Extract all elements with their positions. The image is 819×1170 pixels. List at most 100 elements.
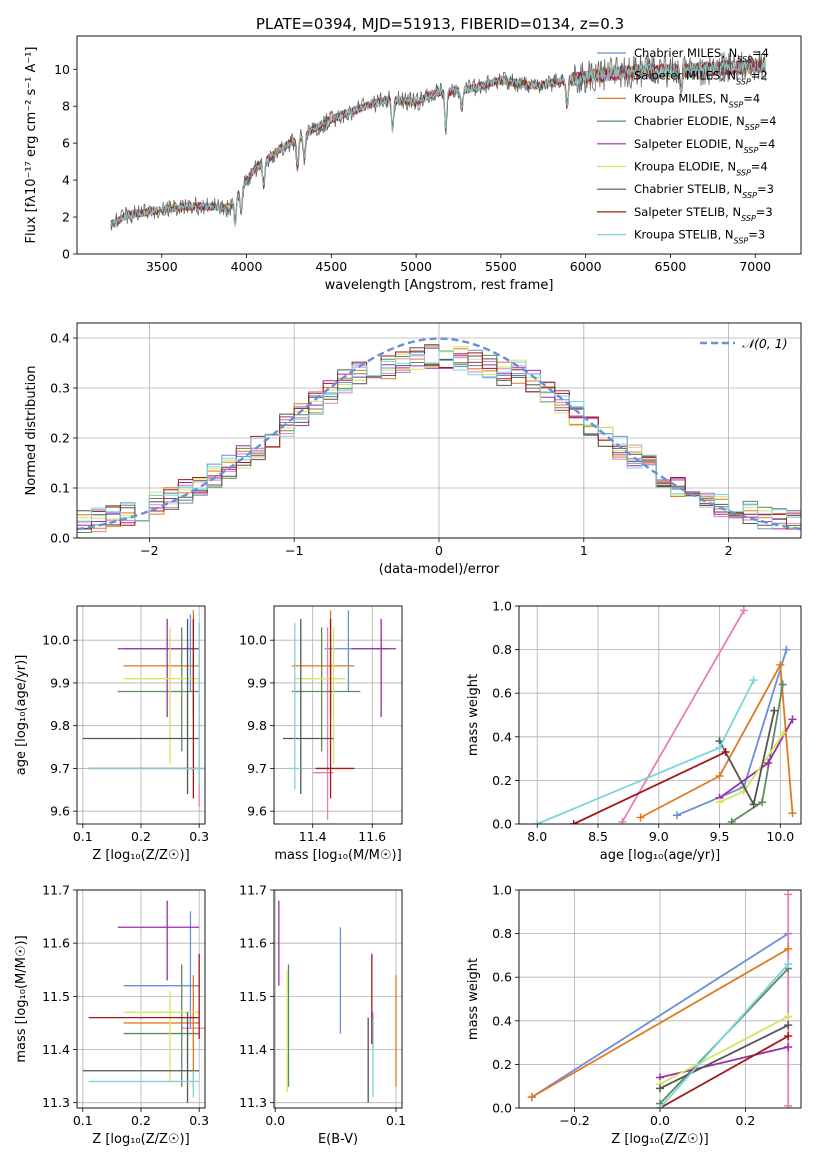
x-tick-label: 11.4 [299,829,327,844]
weight-point-marker [784,1101,793,1108]
weight-point-marker [788,809,797,818]
legend-entry: Chabrier MILES, NSSP=4 [634,46,769,64]
legend-entry: Salpeter ELODIE, NSSP=4 [634,137,775,155]
x-axis-label: Z [log₁₀(Z/Z☉)] [92,848,189,863]
weight-point-marker [673,811,682,820]
x-tick-label: 3500 [146,259,178,274]
weight-point-marker [739,606,748,615]
x-tick-label: −1 [285,543,303,558]
x-tick-label: 4500 [315,259,347,274]
y-tick-label: 0.2 [492,773,512,788]
weight-point-marker [727,817,736,824]
weight-point-marker [784,1012,793,1021]
x-tick-label: 0 [435,543,443,558]
weight-point-marker [618,817,627,824]
x-tick-label: 0.1 [73,829,93,844]
x-tick-label: 6000 [570,259,602,274]
y-tick-label: 10.0 [42,633,70,648]
panel-spectrum: 3500 4000 4500 5000 5500 6000 6500 7000 0 2 4 6 8 10 w… [24,35,802,293]
y-axis-label: mass [log₁₀(M/M☉)] [14,935,29,1062]
weight-point-marker [569,820,578,824]
y-tick-label: 6 [62,136,70,151]
weight-point-marker [715,743,724,752]
weight-point-marker [782,645,791,654]
spectrum-series-line [110,50,766,231]
axes-layer: −0.2 0.0 0.2 0.0 0.2 0.4 0.6 0.8 1.0 Z [log₁₀(Z/Z… [466,883,802,1147]
y-tick-label: 11.3 [42,1095,70,1110]
weight-point-marker [533,820,542,824]
x-tick-label: 2 [725,543,733,558]
x-tick-label: 5000 [400,259,432,274]
y-tick-label: 0.0 [492,1101,512,1116]
panel-residuals: −2 −1 0 1 2 0.0 0.1 0.2 0.3 0.4 (data-model)/error… [24,322,802,577]
weight-point-marker [776,660,785,669]
y-tick-label: 1.0 [492,883,512,898]
y-tick-label: 0.6 [492,686,512,701]
weight-series-line [573,751,726,824]
y-tick-label: 11.6 [239,936,267,951]
plot-area [527,890,793,1108]
y-tick-label: 11.3 [239,1095,267,1110]
y-tick-label: 9.6 [50,804,70,819]
y-tick-label: 9.8 [247,718,267,733]
x-axis-label: (data-model)/error [379,562,500,577]
x-axis-label: Z [log₁₀(Z/Z☉)] [611,1132,708,1147]
panel-age-vs-Z: 0.1 0.2 0.3 9.6 9.7 9.8 9.9 10.0 Z [log₁₀(Z/Z☉)]… [14,605,209,863]
y-tick-label: 8 [62,99,70,114]
axes-layer: 3500 4000 4500 5000 5500 6000 6500 7000 0 2 4 6 8 10 w… [24,35,802,293]
y-tick-label: 0.0 [50,531,70,546]
y-tick-label: 4 [62,173,70,188]
axes-frame [76,35,802,255]
legend-entry: Kroupa MILES, NSSP=4 [634,91,760,109]
x-tick-label: 0.1 [73,1113,93,1128]
plot-area [278,900,397,1103]
y-tick-label: 9.8 [50,718,70,733]
y-tick-label: 0.2 [492,1057,512,1072]
panel-mass-vs-Z: 0.1 0.2 0.3 11.3 11.4 11.5 11.6 11.7 Z [log₁₀(Z/… [14,883,209,1148]
y-tick-label: 0.3 [50,381,70,396]
axes-layer: 11.4 11.6 9.6 9.7 9.8 9.9 10.0 mass [log₁₀(M/M☉… [239,605,403,863]
axes-frame [273,605,403,825]
weight-series-line [659,1024,789,1090]
legend-entry: Salpeter MILES, NSSP=2 [634,69,768,87]
weight-point-marker [715,772,724,781]
y-tick-label: 0.4 [492,1013,512,1028]
y-tick-label: 0.2 [50,431,70,446]
x-tick-label: 0.3 [189,829,209,844]
y-tick-label: 9.7 [247,761,267,776]
y-axis-label: mass weight [466,674,481,756]
y-tick-label: 11.7 [239,883,267,898]
weight-point-marker [715,798,724,807]
x-tick-label: 0.3 [189,1113,209,1128]
weight-point-marker [778,680,787,689]
y-tick-label: 9.9 [50,675,70,690]
x-axis-label: Z [log₁₀(Z/Z☉)] [92,1132,189,1147]
spectrum-series-line [110,58,766,228]
normal-curve [77,337,801,531]
plot-area [77,337,801,533]
plot-area [110,50,766,231]
y-tick-label: 0.0 [492,817,512,832]
y-tick-label: 11.7 [42,883,70,898]
histogram-series [77,350,801,530]
x-tick-label: 0.2 [131,1113,151,1128]
weight-series-line [531,948,789,1098]
x-axis-label: mass [log₁₀(M/M☉)] [274,848,401,863]
weight-point-marker [758,798,767,807]
x-tick-label: 0.2 [131,829,151,844]
x-tick-label: 10.0 [766,829,794,844]
x-axis-label: E(B-V) [318,1132,358,1147]
x-tick-label: 0.1 [386,1113,406,1128]
weight-point-marker [779,728,788,737]
axes-layer: −2 −1 0 1 2 0.0 0.1 0.2 0.3 0.4 (data-model)/error… [24,322,802,577]
panel-mass-vs-EBV: 0.0 0.1 11.3 11.4 11.5 11.6 11.7 E(B-V) [239,883,406,1148]
legend-entry: Salpeter STELIB, NSSP=3 [634,205,773,223]
y-axis-label: age [log₁₀(age/yr)] [14,655,29,776]
y-tick-label: 11.6 [42,936,70,951]
legend-entry: Chabrier ELODIE, NSSP=4 [634,114,776,132]
weight-series-line [640,661,794,819]
y-tick-label: 11.4 [239,1042,267,1057]
panel-weight-vs-age: 8.0 8.5 9.0 9.5 10.0 0.0 0.2 0.4 0.6 0.8 1.0 age [l… [466,599,802,863]
y-tick-label: 10.0 [239,633,267,648]
